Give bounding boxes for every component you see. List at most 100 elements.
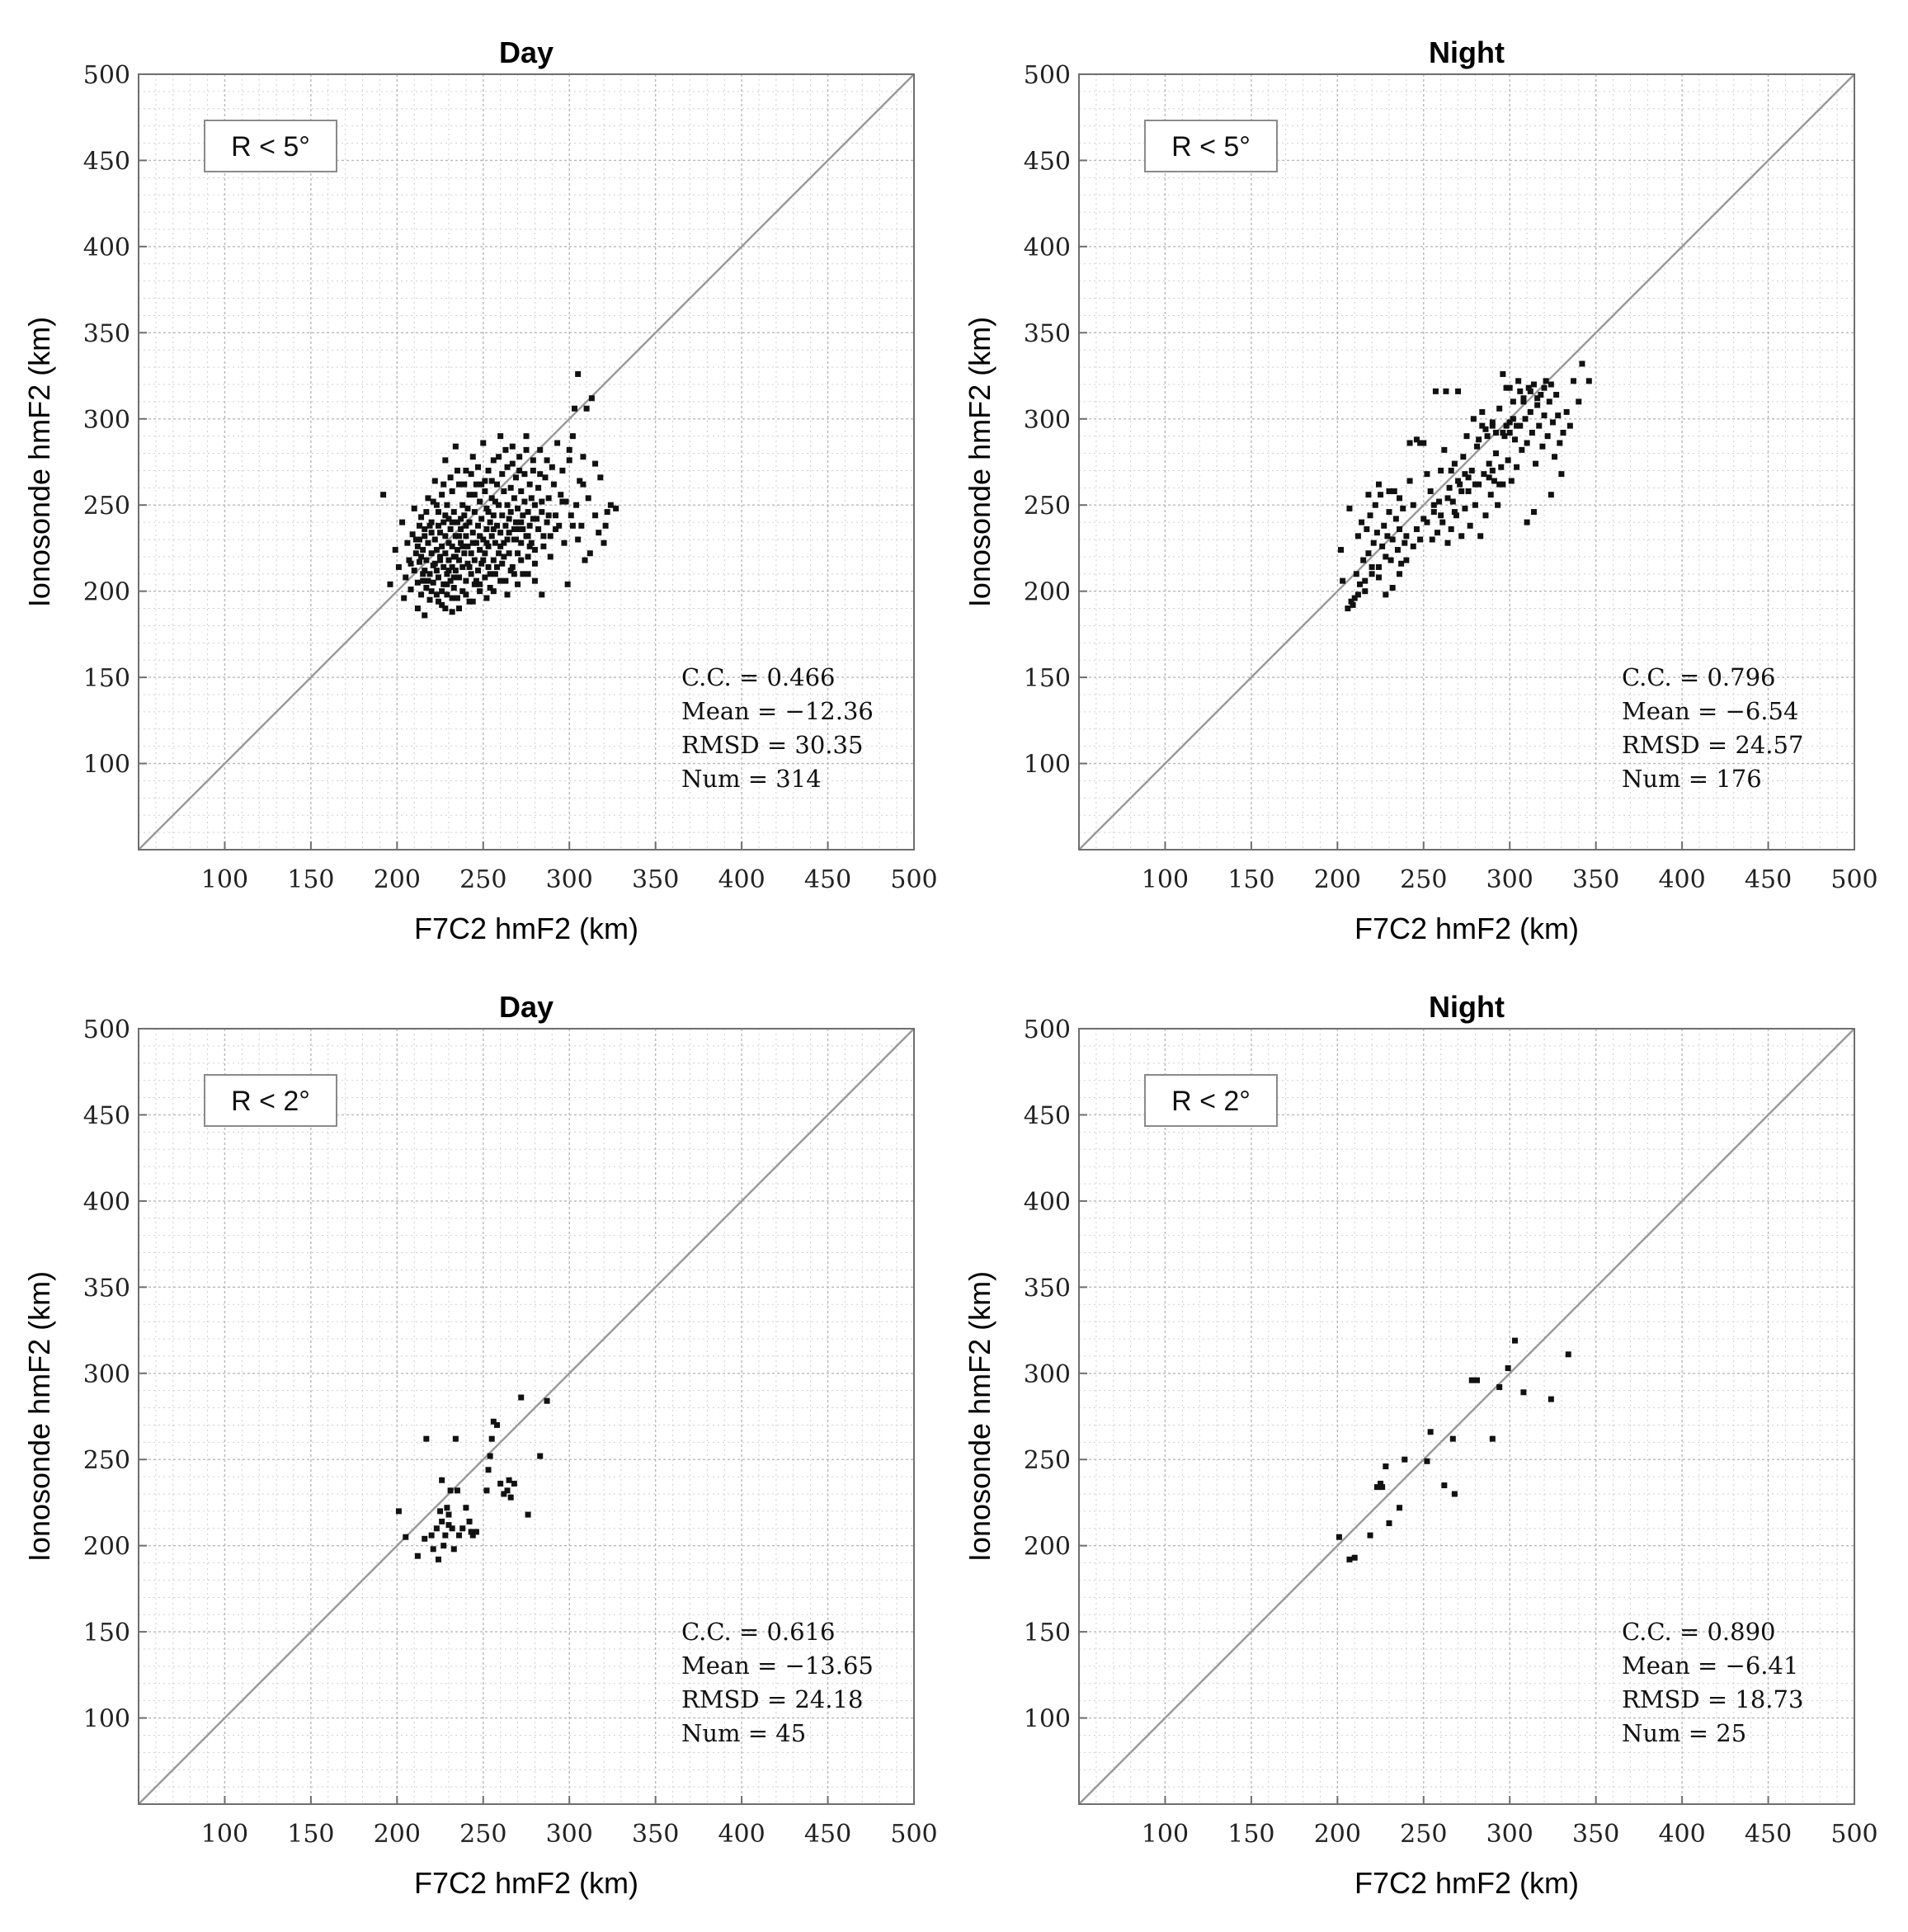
stats-annotation: C.C. = 0.890 Mean = −6.41 RMSD = 18.73 Num … (1622, 1618, 1803, 1747)
data-point (1387, 557, 1394, 563)
data-point (456, 481, 463, 488)
data-point (1367, 512, 1373, 519)
data-point (1530, 381, 1537, 388)
data-point (408, 587, 414, 593)
data-point (1369, 571, 1375, 577)
reference-line (1078, 73, 1855, 851)
data-point (553, 525, 559, 532)
data-point (442, 533, 449, 540)
data-point (516, 467, 523, 474)
y-tick-label: 250 (83, 1446, 130, 1475)
data-point (1527, 408, 1533, 415)
data-point (1462, 505, 1468, 511)
data-point (1487, 492, 1494, 498)
y-tick-label: 250 (1024, 492, 1071, 521)
data-point (1496, 1383, 1503, 1390)
y-tick-label: 150 (1024, 664, 1071, 693)
data-point (549, 464, 555, 470)
y-tick-label: 250 (83, 492, 130, 521)
y-tick-label: 100 (1024, 1705, 1071, 1734)
data-point (458, 540, 464, 546)
data-point (459, 502, 466, 508)
data-point (507, 484, 514, 491)
data-point (1448, 525, 1454, 532)
y-tick-label: 500 (1024, 61, 1071, 90)
data-point (483, 595, 490, 601)
data-point (1359, 519, 1365, 525)
data-point (558, 492, 564, 498)
data-point (1370, 540, 1377, 546)
data-point (1373, 530, 1380, 536)
data-point (530, 467, 536, 474)
data-point (440, 1543, 447, 1549)
panel-title: Night (1429, 990, 1505, 1024)
data-point (1397, 1505, 1403, 1511)
y-tick-label: 500 (83, 61, 130, 90)
data-point (613, 505, 620, 511)
data-point (444, 502, 450, 508)
data-point (478, 481, 485, 488)
data-point (1346, 1556, 1353, 1562)
data-point (485, 467, 492, 474)
data-point (482, 574, 488, 581)
data-point (531, 502, 538, 508)
data-point (1503, 422, 1510, 429)
data-point (418, 514, 425, 521)
y-tick-label: 100 (83, 751, 130, 780)
data-point (418, 591, 425, 598)
data-point (1402, 540, 1408, 546)
data-point (531, 547, 538, 554)
x-tick-label: 150 (287, 865, 334, 894)
x-tick-label: 200 (374, 865, 421, 894)
data-point (1410, 502, 1416, 508)
x-tick-label: 500 (890, 865, 937, 894)
data-point (1536, 422, 1543, 429)
data-point (488, 478, 495, 484)
data-point (399, 519, 406, 525)
data-point (1500, 370, 1506, 377)
data-point (459, 563, 466, 570)
data-point (493, 481, 500, 488)
data-point (540, 543, 547, 549)
axes-box (1078, 1028, 1855, 1805)
data-point (428, 519, 435, 525)
data-point (601, 540, 607, 546)
data-point (1367, 1532, 1373, 1539)
data-point (1546, 398, 1552, 405)
data-point (1566, 422, 1573, 429)
data-point (1346, 505, 1353, 511)
data-point (1434, 530, 1440, 536)
data-point (1500, 481, 1506, 488)
data-point (485, 543, 492, 549)
data-point (1391, 488, 1397, 495)
data-point (518, 1394, 525, 1401)
data-point (502, 522, 509, 529)
data-point (540, 533, 547, 540)
data-point (1493, 429, 1500, 436)
data-point (499, 560, 506, 567)
data-point (602, 522, 609, 529)
data-point (1448, 467, 1454, 474)
data-point (426, 596, 433, 603)
data-point (1375, 481, 1382, 488)
data-point (404, 540, 411, 546)
data-point (1379, 1484, 1386, 1491)
x-axis-label: F7C2 hmF2 (km) (414, 1866, 638, 1900)
stat-line: C.C. = 0.616 (681, 1618, 836, 1646)
data-point (520, 571, 526, 577)
data-point (531, 560, 538, 567)
reference-line (138, 73, 915, 851)
x-tick-label: 350 (1572, 1820, 1619, 1849)
data-point (1362, 588, 1369, 595)
data-point (452, 533, 459, 540)
data-point (1548, 381, 1554, 388)
data-point (523, 446, 530, 453)
data-point (1489, 422, 1496, 429)
data-point (504, 464, 511, 470)
data-point (523, 433, 530, 440)
data-point (1511, 1337, 1518, 1344)
data-point (439, 492, 445, 498)
data-point (468, 471, 474, 478)
data-point (583, 405, 590, 412)
y-tick-label: 500 (1024, 1015, 1071, 1044)
